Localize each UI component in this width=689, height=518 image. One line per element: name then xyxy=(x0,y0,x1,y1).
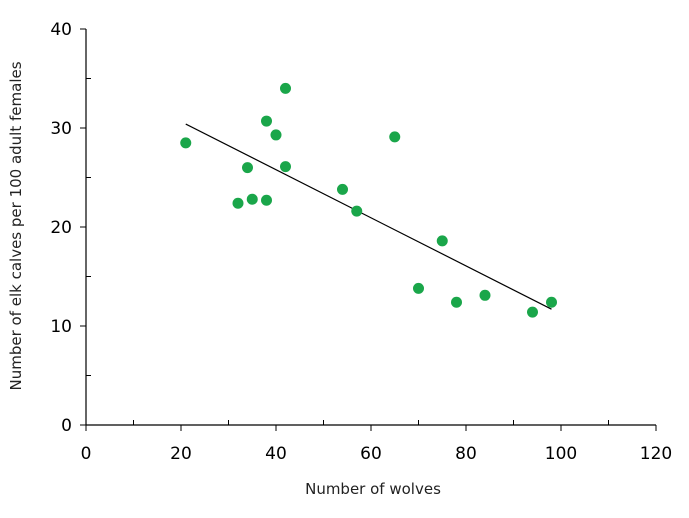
data-point xyxy=(246,193,258,205)
data-point xyxy=(479,289,491,301)
data-point xyxy=(546,296,557,308)
data-point xyxy=(389,131,401,143)
axes: 0 10 20 30 40 0 20 40 60 80 100 120 xyxy=(50,20,672,464)
x-tick-label: 80 xyxy=(455,444,477,464)
x-tick-label: 0 xyxy=(81,444,92,464)
data-points xyxy=(180,82,557,318)
data-point xyxy=(261,115,272,127)
x-tick-label: 20 xyxy=(170,444,192,464)
x-tick-label: 40 xyxy=(265,444,287,464)
data-point xyxy=(280,161,291,173)
x-axis-title: Number of wolves xyxy=(305,480,441,498)
y-tick-label: 30 xyxy=(50,119,72,139)
data-point xyxy=(270,129,282,141)
data-point xyxy=(280,82,291,94)
data-point xyxy=(180,137,192,149)
data-point xyxy=(337,183,348,195)
data-point xyxy=(242,162,253,174)
data-point xyxy=(436,235,448,247)
data-point xyxy=(232,197,244,209)
data-point xyxy=(413,282,424,294)
y-tick-label: 10 xyxy=(50,317,72,337)
data-point xyxy=(261,194,272,206)
y-tick-label: 40 xyxy=(50,20,72,40)
y-tick-label: 20 xyxy=(50,218,72,238)
data-point xyxy=(451,296,462,308)
x-tick-label: 60 xyxy=(360,444,382,464)
regression-line xyxy=(185,123,552,310)
y-tick-label: 0 xyxy=(61,416,72,436)
trend-line xyxy=(185,123,552,310)
data-point xyxy=(527,306,538,318)
data-point xyxy=(351,205,363,217)
x-tick-label: 100 xyxy=(545,444,577,464)
y-axis-title: Number of elk calves per 100 adult femal… xyxy=(7,61,25,390)
x-tick-label: 120 xyxy=(640,444,672,464)
